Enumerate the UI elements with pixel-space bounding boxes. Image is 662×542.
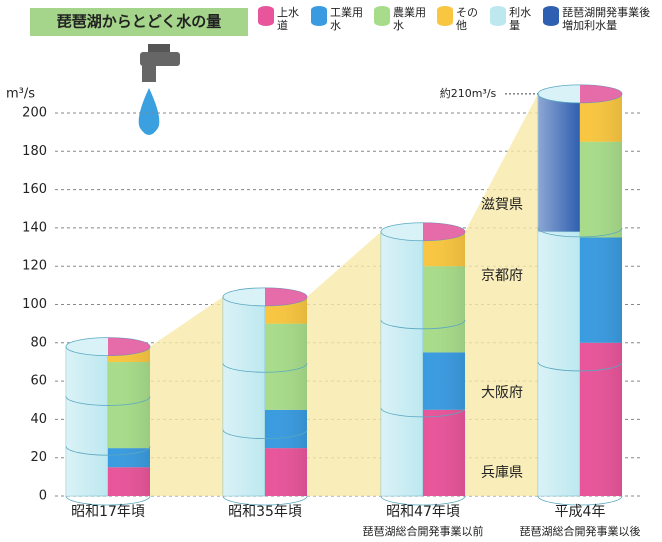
legend: 上水道工業用水農業用水その他利水量琵琶湖開発事業後増加利水量 [258,6,658,32]
legend-item: 農業用水 [374,6,431,32]
y-tick-label: 80 [30,335,47,350]
legend-label: 上水道 [277,6,305,32]
shade [538,94,622,496]
legend-swatch [437,6,453,26]
x-tick-label: 平成4年 [555,504,606,520]
y-tick-label: 120 [22,259,47,274]
x-tick-label: 昭和47年頃 [386,504,460,520]
x-tick-label: 昭和17年頃 [71,504,145,520]
chart: 琵琶湖からとどく水の量 m³/s 0 20 40 60 80 100 120 140 160 18… [0,0,662,542]
legend-swatch [374,6,390,26]
y-tick-label: 180 [22,144,47,159]
y-tick-label: 160 [22,182,47,197]
category-note: 琵琶湖総合開発事業以後 [520,524,641,538]
y-tick-label: 60 [30,374,47,389]
y-axis-label: m³/s [6,87,35,102]
legend-label: 農業用水 [393,6,431,32]
legend-label: 工業用水 [330,6,368,32]
chart-title: 琵琶湖からとどく水の量 [57,13,222,31]
legend-swatch [258,6,274,26]
legend-label: 琵琶湖開発事業後増加利水量 [562,6,658,32]
faucet [139,44,180,135]
region-label: 京都府 [481,268,523,284]
shade [66,347,150,496]
legend-swatch [543,6,559,26]
legend-item: 利水量 [490,6,537,32]
y-tick-label: 0 [39,489,47,504]
region-label: 大阪府 [481,385,523,401]
y-tick-label: 200 [22,106,47,121]
legend-swatch [490,6,506,26]
legend-item: 上水道 [258,6,305,32]
shade [381,232,465,496]
legend-item: 琵琶湖開発事業後増加利水量 [543,6,658,32]
x-tick-label: 昭和35年頃 [228,504,302,520]
legend-label: その他 [456,6,484,32]
page: 琵琶湖からとどく水の量 m³/s 0 20 40 60 80 100 120 140 160 18… [0,0,662,542]
annotation: 約210m³/s [440,86,497,100]
legend-item: 工業用水 [311,6,368,32]
category-note: 琵琶湖総合開発事業以前 [363,524,484,538]
y-tick-label: 100 [22,297,47,312]
region-label: 兵庫県 [481,464,523,481]
legend-item: その他 [437,6,484,32]
y-tick-label: 140 [22,220,47,235]
shade [223,297,307,496]
legend-swatch [311,6,327,26]
region-label: 滋賀県 [481,197,523,213]
y-tick-label: 20 [30,450,47,465]
legend-label: 利水量 [509,6,537,32]
y-tick-label: 40 [30,412,47,427]
